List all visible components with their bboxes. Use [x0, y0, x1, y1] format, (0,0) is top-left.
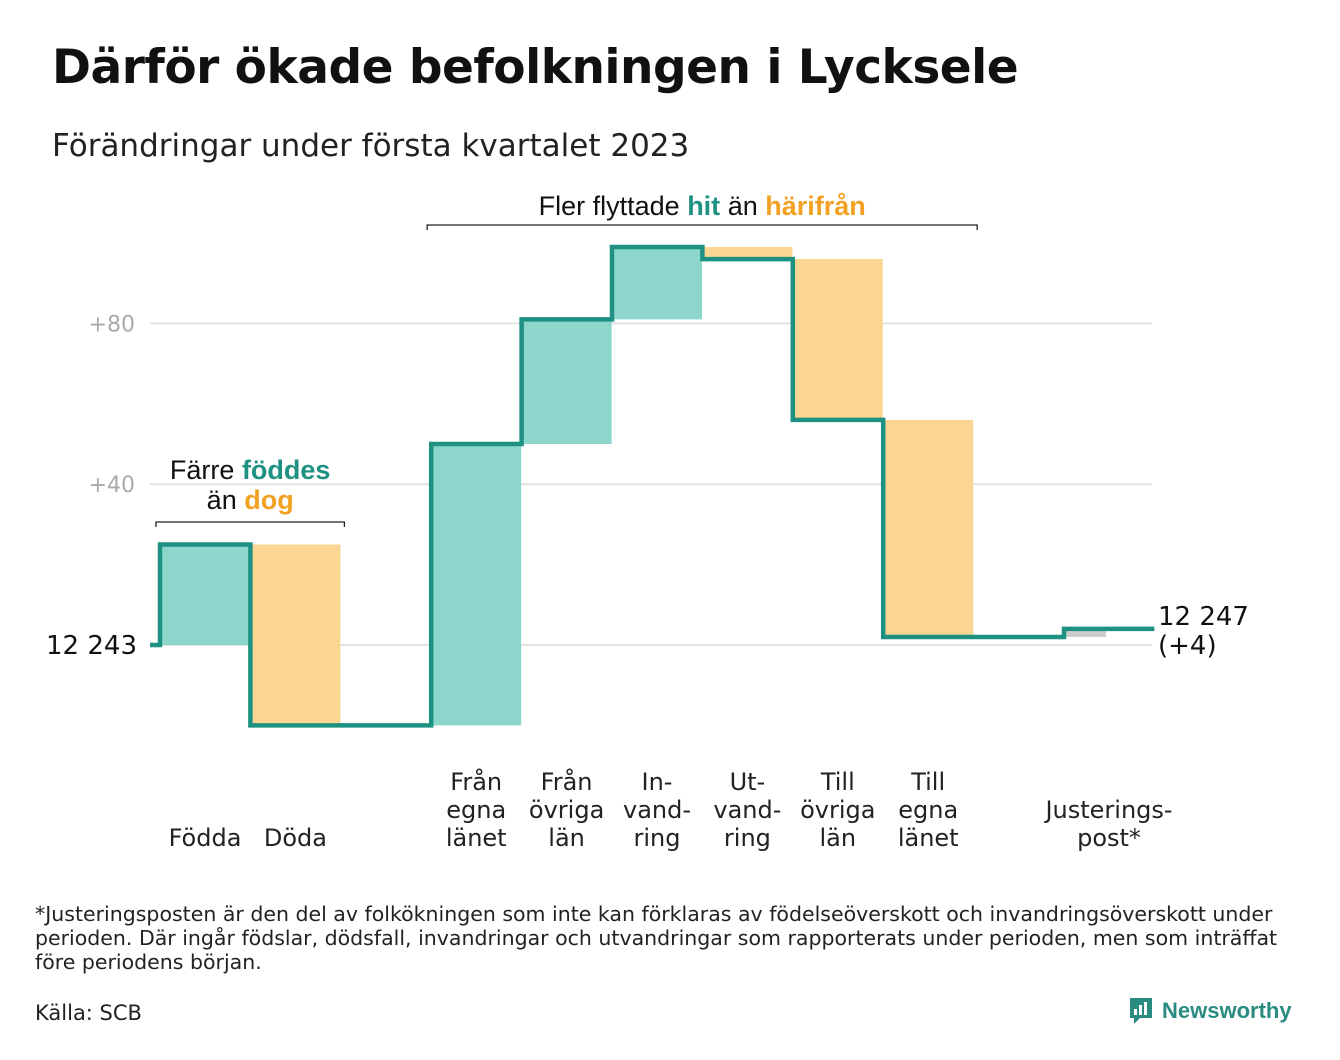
category-label: Födda [169, 824, 242, 852]
category-label: Från [450, 767, 502, 796]
annotation-births-deaths-line2: än dog [207, 485, 294, 515]
category-label: egna [446, 796, 506, 824]
chart-subtitle: Förändringar under första kvartalet 2023 [52, 128, 690, 164]
annotation-births-deaths-part: föddes [242, 455, 331, 485]
bar-decrease [883, 419, 974, 637]
bar-decrease [792, 259, 883, 420]
annotation-migration-part: härifrån [765, 191, 866, 221]
source-label: Källa: SCB [35, 1001, 142, 1025]
annotation-births-deaths: Färre föddes [170, 455, 331, 485]
chart-title: Därför ökade befolkningen i Lycksele [52, 40, 1019, 95]
cumulative-step-line [150, 244, 1155, 728]
category-label: Ut- [730, 768, 766, 796]
annotation-migration-part: än [720, 191, 765, 221]
category-label: In- [642, 768, 673, 796]
category-label: ring [634, 824, 681, 852]
bar-increase [160, 544, 250, 645]
annotation-migration-part: Fler flyttade [539, 191, 688, 221]
category-label: länet [898, 824, 959, 852]
annotation-bracket [155, 521, 346, 527]
bar-adjustment [1066, 628, 1106, 637]
annotation-migration-part: hit [687, 191, 720, 221]
category-label: egna [898, 796, 958, 824]
category-label: ring [724, 824, 771, 852]
end-change-label: (+4) [1158, 631, 1217, 661]
start-value-label: 12 243 [46, 631, 137, 661]
category-label: övriga [800, 796, 875, 824]
category-label: Till [910, 768, 945, 796]
category-label: post* [1077, 824, 1141, 852]
category-label: övriga [529, 796, 604, 824]
annotation-births-deaths-part: Färre [170, 455, 242, 485]
category-label: län [820, 824, 857, 852]
category-label: Justerings- [1043, 796, 1172, 824]
bar-increase [612, 247, 702, 320]
bar-increase [521, 319, 612, 444]
annotation-bracket [426, 224, 978, 230]
annotation-migration: Fler flyttade hit än härifrån [539, 191, 866, 221]
category-label: Till [820, 768, 855, 796]
y-tick-label: +40 [89, 473, 135, 498]
category-label: vand- [713, 796, 781, 824]
footnote: *Justeringsposten är den del av folkökni… [35, 902, 1278, 974]
category-label: Döda [264, 824, 327, 852]
category-label: vand- [623, 796, 691, 824]
newsworthy-logo: Newsworthy [1128, 996, 1292, 1026]
newsworthy-logo-icon [1130, 998, 1152, 1024]
bar-increase [431, 444, 522, 726]
bar-decrease [250, 544, 341, 726]
annotation-births-deaths-line2-part: dog [244, 485, 293, 515]
y-tick-label: +80 [89, 312, 135, 337]
category-label: län [548, 824, 585, 852]
category-label: Från [541, 767, 593, 796]
end-value-label: 12 247 [1158, 602, 1249, 632]
brand-name: Newsworthy [1162, 998, 1292, 1023]
annotation-births-deaths-line2-part: än [207, 485, 245, 515]
category-label: länet [446, 824, 507, 852]
bar-decrease [702, 247, 793, 260]
